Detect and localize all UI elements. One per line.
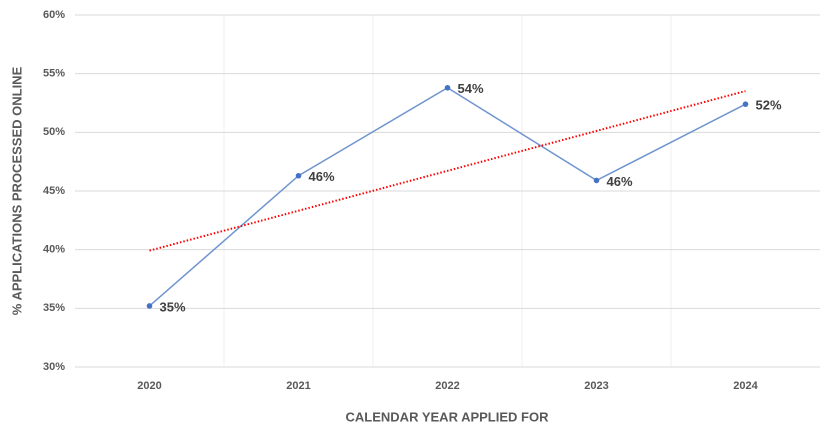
y-axis-title: % APPLICATIONS PROCESSED ONLINE [9,66,24,315]
x-tick-label: 2024 [733,380,758,392]
point [444,84,451,91]
y-tick-label: 30% [43,361,65,373]
data-label: 54% [458,81,484,96]
y-tick-label: 40% [43,244,65,256]
point [295,172,302,179]
data-label: 46% [607,174,633,189]
y-tick-label: 50% [43,126,65,138]
data-label: 52% [756,98,782,113]
line [149,86,746,307]
y-tick-label: 35% [43,302,65,314]
point [742,101,749,107]
y-tick-label: 55% [43,68,65,80]
y-tick-label: 60% [43,9,65,21]
data-label: 46% [309,169,335,184]
x-tick-label: 2023 [584,380,608,392]
trendline [149,90,746,252]
point [146,303,153,309]
data-label: 35% [160,299,186,314]
x-tick-label: 2022 [435,380,459,392]
x-tick-label: 2020 [137,380,161,392]
x-axis-title: CALENDAR YEAR APPLIED FOR [346,409,550,424]
x-tick-label: 2021 [286,380,310,392]
point [593,177,600,184]
y-tick-label: 45% [43,185,65,197]
